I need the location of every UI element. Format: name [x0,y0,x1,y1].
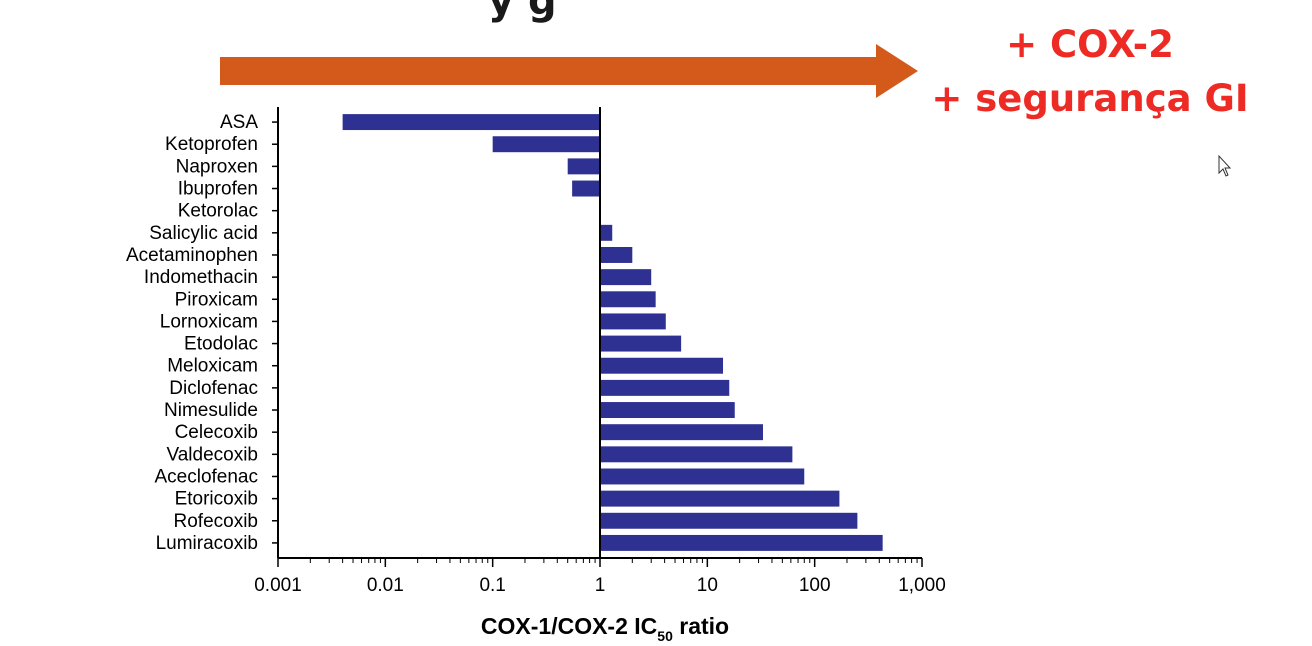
category-label: Diclofenac [169,378,258,399]
bar-salicylic-acid [600,224,613,241]
category-label: Aceclofenac [154,466,258,487]
selectivity-arrow [220,44,918,98]
bar-asa [342,114,600,131]
mouse-cursor-icon [1218,154,1232,177]
category-label: Nimesulide [164,400,258,421]
bar-diclofenac [600,379,730,396]
arrow-shaft [220,57,880,85]
bar-naproxen [567,158,600,175]
bar-ibuprofen [572,180,600,197]
bar-lumiracoxib [600,534,883,551]
x-tick-label: 0.1 [479,575,505,596]
category-label: ASA [220,112,258,133]
bar-acetaminophen [600,247,633,263]
bar-celecoxib [600,424,763,441]
x-tick-label: 1,000 [898,575,946,596]
category-label: Ibuprofen [178,179,258,200]
bar-ketoprofen [492,136,600,153]
category-label: Acetaminophen [126,245,258,266]
callout-gi-safety: + segurança GI [931,77,1248,120]
arrow-head [876,44,918,98]
bar-nimesulide [600,402,735,418]
bar-piroxicam [600,291,656,308]
category-label: Valdecoxib [166,444,258,465]
x-tick-label: 100 [799,575,831,596]
bar-meloxicam [600,357,724,374]
x-axis-title-main: COX-1/COX-2 IC [481,613,657,639]
category-label: Piroxicam [175,289,258,310]
slide-title-clipped: y g [488,0,557,24]
category-label: Etodolac [184,334,258,355]
x-axis-title: COX-1/COX-2 IC50 ratio [481,613,729,644]
x-tick-label: 10 [697,575,718,596]
x-tick-labels: 0.001 0.01 0.1 1 10 100 1,000 [254,575,946,596]
category-label: Lornoxicam [160,311,258,332]
bar-aceclofenac [600,468,805,485]
category-label: Meloxicam [167,356,258,377]
x-axis-title-subscript: 50 [657,628,673,644]
x-axis-title-tail: ratio [673,613,729,639]
bar-etoricoxib [600,490,840,507]
bar-indomethacin [600,269,652,286]
category-label: Lumiracoxib [156,533,258,554]
bars-group [342,114,883,551]
category-label: Ketoprofen [165,134,258,155]
category-label: Naproxen [176,156,258,177]
category-label: Ketorolac [178,201,258,222]
bar-etodolac [600,335,682,352]
bar-lornoxicam [600,313,666,330]
axes-group [272,107,923,567]
cox-selectivity-chart: ASAKetoprofenNaproxenIbuprofenKetorolacS… [126,107,946,644]
x-tick-label: 1 [595,575,606,596]
category-label: Salicylic acid [149,223,258,244]
category-label: Celecoxib [175,422,258,443]
bar-valdecoxib [600,446,793,463]
category-label: Etoricoxib [175,489,258,510]
category-label: Indomethacin [144,267,258,288]
x-tick-label: 0.01 [367,575,404,596]
bar-rofecoxib [600,512,858,529]
category-labels: ASAKetoprofenNaproxenIbuprofenKetorolacS… [126,112,258,554]
category-label: Rofecoxib [174,511,259,532]
x-tick-label: 0.001 [254,575,302,596]
callout-cox2: + COX-2 [1006,23,1174,66]
